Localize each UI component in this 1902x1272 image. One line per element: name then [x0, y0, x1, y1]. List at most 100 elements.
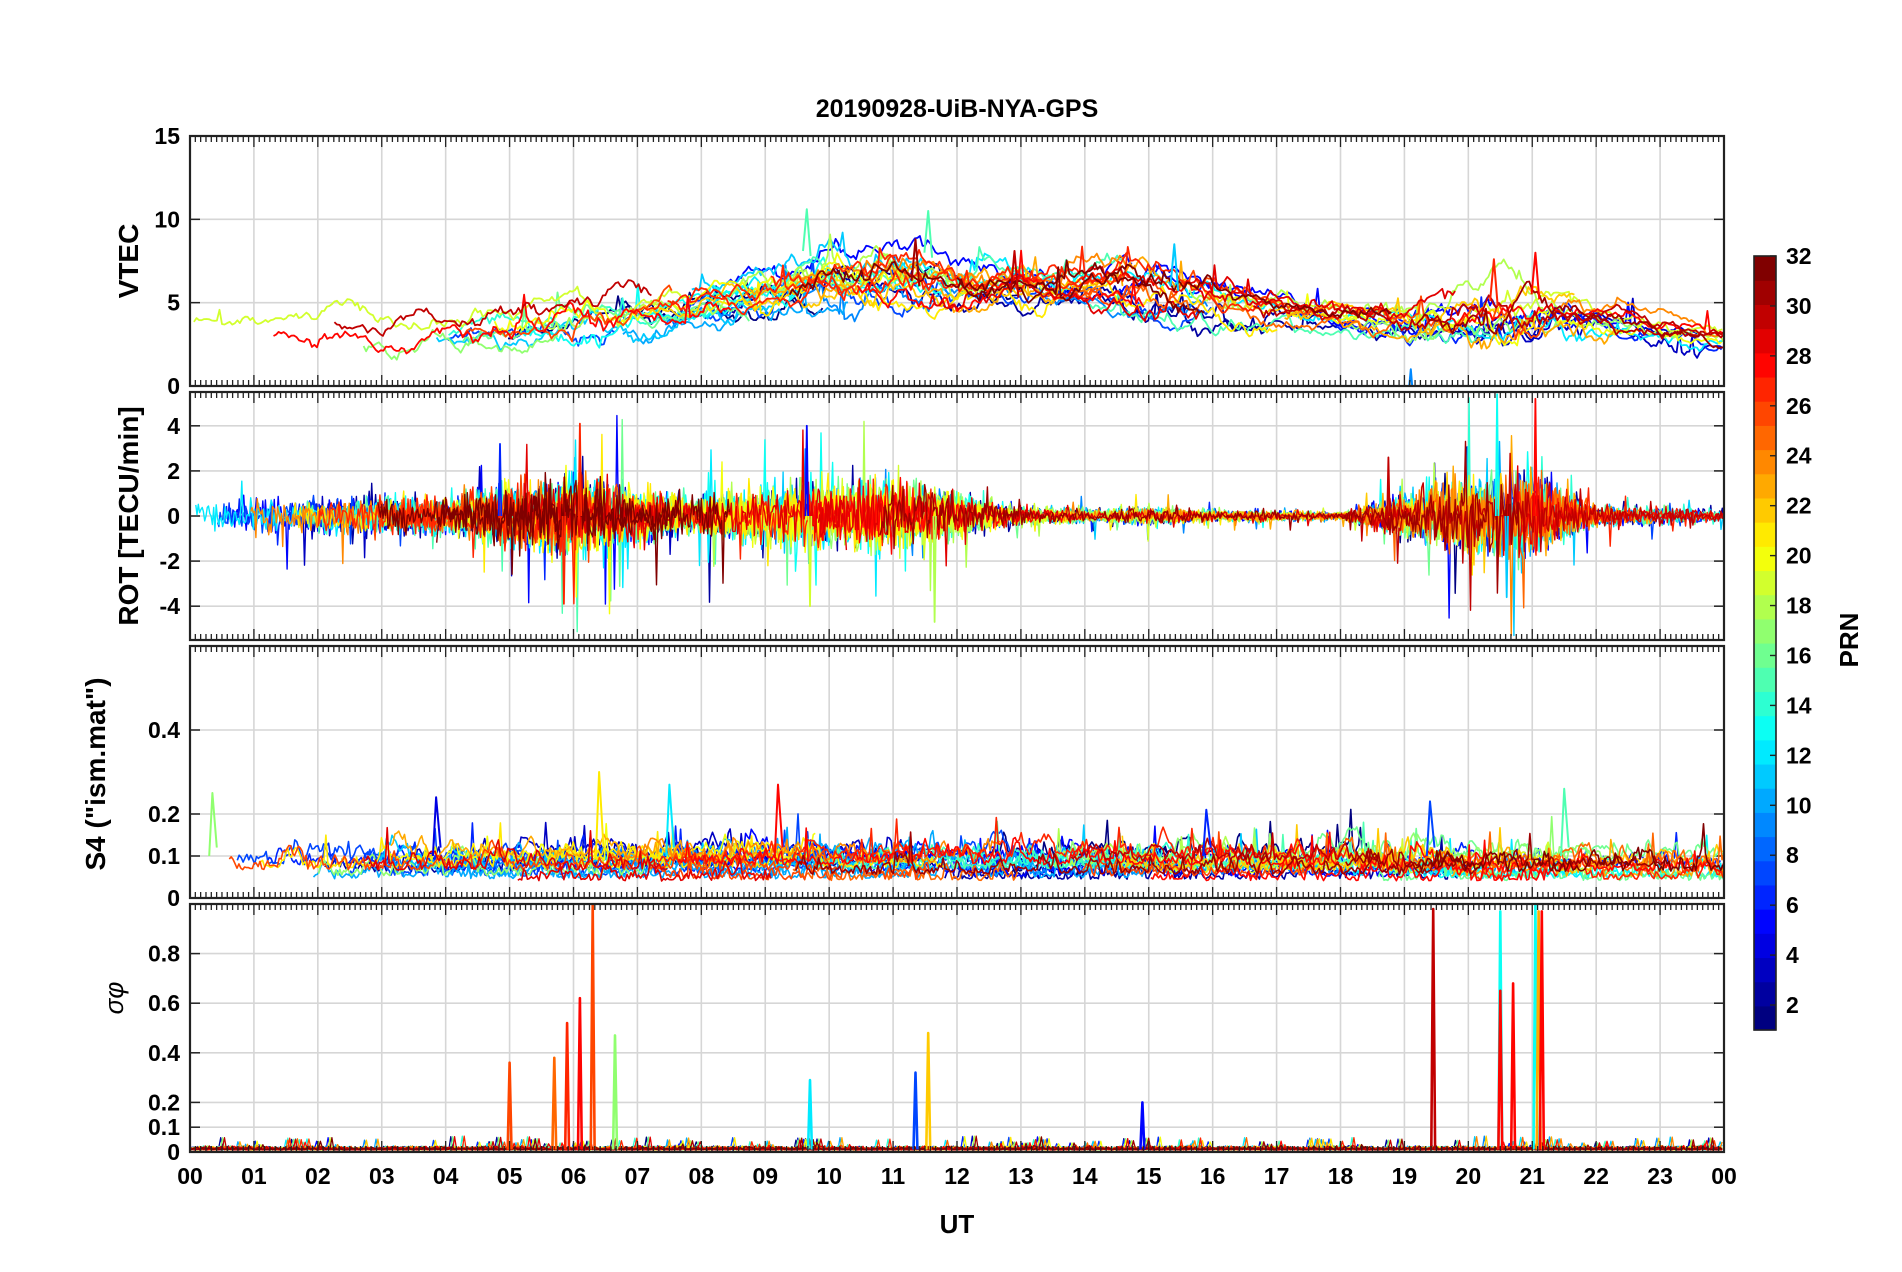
sigma-spike [806, 1078, 814, 1150]
sigma-spike [563, 1021, 571, 1150]
colorbar-frame [1753, 255, 1777, 1031]
y-tick-label: 10 [154, 206, 180, 232]
x-tick-label: 07 [625, 1163, 651, 1189]
s4-series-line [677, 827, 1340, 866]
colorbar-segment [1754, 643, 1776, 668]
colorbar-segment [1754, 497, 1776, 523]
x-tick-labels: 00 01 02 03 04 05 06 07 08 09 10 11 12 13 14 15 16 17 18 19… [177, 1163, 1737, 1189]
colorbar-segment [1754, 401, 1776, 426]
colorbar-tick-label: 4 [1786, 942, 1799, 968]
x-tick-label: 09 [752, 1163, 778, 1189]
x-tick-label: 18 [1328, 1163, 1354, 1189]
s4-peak [1202, 808, 1212, 857]
series-group [193, 208, 1724, 386]
vtec-peak [1009, 250, 1020, 298]
colorbar-tick-label: 18 [1786, 593, 1812, 619]
panel-s4: 0 0.1 0.2 0.4 [148, 644, 1726, 911]
colorbar-tick-label: 8 [1786, 842, 1799, 868]
x-tick-label: 00 [1711, 1163, 1737, 1189]
x-tick-label: 05 [497, 1163, 523, 1189]
rot-series-line [879, 440, 1520, 594]
colorbar-segment [1754, 376, 1776, 402]
rot-spike [804, 424, 809, 517]
panel-frame [188, 390, 1726, 642]
x-tick-label: 01 [241, 1163, 267, 1189]
s4-series-line [317, 845, 657, 877]
x-tick-label: 22 [1583, 1163, 1609, 1189]
vtec-peak [1408, 368, 1414, 386]
colorbar-segment [1754, 836, 1776, 862]
x-tick-label: 12 [944, 1163, 970, 1189]
colorbar-segment [1754, 909, 1776, 934]
colorbar-segment [1754, 594, 1776, 620]
y-tick-label: -4 [160, 593, 181, 619]
panel-rot: -4 -2 0 2 4 [160, 390, 1726, 642]
y-tick-label: 0.1 [148, 843, 180, 869]
colorbar-tick-label: 20 [1786, 543, 1812, 569]
vtec-peak [1489, 258, 1499, 307]
vtec-peak [923, 210, 934, 258]
colorbar-segment [1754, 667, 1776, 692]
rot-spike [1386, 456, 1391, 517]
s4-series-line [363, 826, 668, 871]
vtec-series-line [462, 291, 750, 344]
sigma-spike [506, 1061, 513, 1150]
y-axis-label-rot: ROT [TECU/min] [113, 406, 144, 625]
colorbar-tick-label: 10 [1786, 792, 1812, 818]
x-tick-label: 20 [1456, 1163, 1482, 1189]
s4-series-line [1379, 832, 1724, 874]
colorbar-tick-label: 30 [1786, 293, 1812, 319]
x-tick-label: 23 [1647, 1163, 1673, 1189]
y-tick-label: -2 [160, 548, 180, 574]
colorbar-tick-label: 2 [1786, 992, 1799, 1018]
colorbar-label: PRN [1834, 613, 1864, 668]
rot-spike [1533, 397, 1538, 517]
colorbar-segment [1754, 618, 1776, 644]
vtec-series-line [1087, 289, 1493, 345]
s4-series-line [1415, 822, 1724, 873]
panel-frame [188, 644, 1726, 900]
s4-series-line [1070, 832, 1379, 862]
s4-peak [1560, 787, 1570, 857]
x-tick-label: 21 [1519, 1163, 1545, 1189]
s4-series-line [390, 830, 797, 859]
panel-frame [188, 134, 1726, 388]
sigma-spike [1509, 982, 1517, 1150]
s4-series-line [1150, 835, 1558, 882]
x-tick-label: 02 [305, 1163, 331, 1189]
colorbar-segment [1754, 981, 1776, 1007]
s4-peak [665, 783, 675, 857]
y-tick-label: 4 [167, 413, 180, 439]
colorbar-tick-label: 14 [1786, 692, 1812, 718]
sigma-spike [912, 1071, 919, 1150]
x-tick-label: 17 [1264, 1163, 1290, 1189]
rot-spike [1504, 515, 1509, 599]
colorbar-segment [1754, 1005, 1776, 1031]
colorbar-segment [1754, 473, 1776, 499]
colorbar-segment [1754, 280, 1776, 305]
panel-vtec: 0 5 10 15 [154, 123, 1726, 399]
s4-peak [1425, 800, 1436, 857]
y-tick-label: 0.1 [148, 1114, 180, 1140]
vtec-series-line [788, 260, 1205, 314]
colorbar-segment [1754, 328, 1776, 354]
sigma-spike [1430, 907, 1437, 1150]
vtec-series-line [1451, 302, 1724, 337]
rot-spike [1494, 393, 1500, 517]
sigma-spike [1497, 989, 1504, 1150]
s4-peak [594, 771, 605, 857]
s4-series-line [794, 831, 1476, 875]
rot-spike [577, 422, 583, 517]
y-tick-label: 0 [167, 1139, 180, 1165]
colorbar-tick-label: 12 [1786, 742, 1812, 768]
colorbar-segment [1754, 256, 1776, 281]
colorbar-tick-label: 16 [1786, 642, 1812, 668]
chart-title: 20190928-UiB-NYA-GPS [816, 95, 1099, 123]
y-tick-label: 0 [167, 373, 180, 399]
vtec-series-line [1081, 265, 1456, 322]
colorbar-segment [1754, 425, 1776, 451]
y-tick-label: 2 [167, 458, 180, 484]
rot-series-line [436, 478, 731, 584]
vtec-series-line [461, 284, 673, 343]
colorbar-segment [1754, 763, 1776, 789]
